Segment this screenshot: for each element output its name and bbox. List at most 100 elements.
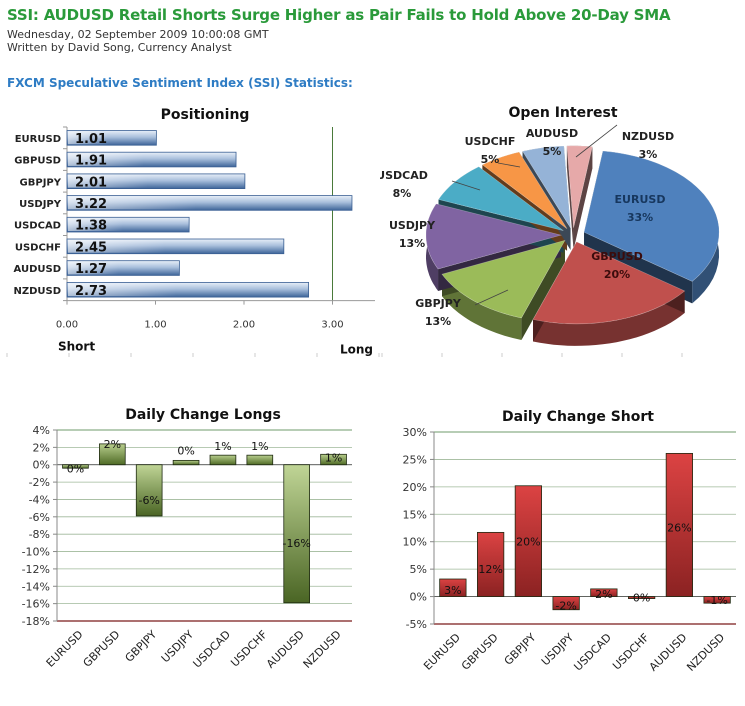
- y-tick-label: GBPUSD: [14, 156, 61, 167]
- bar-gbpjpy: [514, 485, 542, 597]
- bar-eurusd: [62, 464, 89, 469]
- pie-wall: [573, 146, 593, 250]
- x-label-short: Short: [58, 340, 95, 354]
- leader-line: [575, 124, 618, 158]
- data-label: -16%: [282, 537, 310, 550]
- bar-highlight: [68, 174, 149, 188]
- x-tick-label: AUDUSD: [647, 631, 690, 674]
- y-tick-label: 4%: [33, 424, 50, 437]
- pie-label-gbpusd: GBPUSD: [591, 250, 642, 263]
- data-label: 3%: [444, 584, 461, 597]
- y-tick-label: 25%: [403, 453, 427, 466]
- x-tick-label: 0.00: [56, 320, 78, 331]
- data-label: 1.01: [75, 132, 107, 147]
- y-tick-label: 30%: [403, 426, 427, 439]
- x-label-long: Long: [340, 343, 373, 357]
- pie-slice-usdchf: [481, 151, 568, 229]
- y-tick-label: 0%: [410, 591, 427, 604]
- x-tick-label: 3.00: [321, 320, 343, 331]
- section-title: FXCM Speculative Sentiment Index (SSI) S…: [7, 76, 353, 90]
- pie-slice-eurusd: [583, 150, 720, 282]
- pie-value-usdcad: 8%: [393, 187, 412, 200]
- pie-slice-nzdusd: [566, 145, 593, 228]
- pie-label-eurusd: EURUSD: [615, 193, 666, 206]
- bar-highlight: [68, 196, 197, 210]
- x-tick-label: 1.00: [144, 320, 166, 331]
- pie-value-eurusd: 33%: [627, 211, 653, 224]
- x-tick-label: USDJPY: [539, 631, 577, 669]
- article-date: Wednesday, 02 September 2009 10:00:08 GM…: [7, 28, 269, 41]
- open-interest-chart: Open Interest EURUSD 33% GBPUSD 20% GBPJPY 13…: [380, 105, 720, 357]
- bar-usdcad: [590, 588, 618, 597]
- y-tick-label: -8%: [29, 528, 50, 541]
- pie-slice-audusd: [522, 145, 571, 229]
- x-tick-label: GBPJPY: [122, 628, 159, 665]
- positioning-title: Positioning: [161, 107, 250, 123]
- y-tick-label: EURUSD: [15, 134, 61, 145]
- data-label: 1%: [325, 451, 342, 464]
- bar-usdchf: [628, 596, 656, 599]
- pie-value-usdchf: 5%: [481, 153, 500, 166]
- data-label: 2.73: [75, 284, 107, 299]
- positioning-chart: Positioning 0.00 1.00 2.00 3.00 EURUSD 1.01 GB…: [6, 107, 380, 357]
- bar-highlight: [68, 131, 109, 145]
- bar-gbpusd: [99, 443, 126, 466]
- data-label: 2.45: [75, 240, 107, 255]
- x-tick-label: NZDUSD: [684, 631, 727, 674]
- daily-change-longs-title: Daily Change Longs: [125, 407, 281, 423]
- x-tick-label: USDCAD: [571, 631, 614, 674]
- pie-slice-gbpjpy: [441, 239, 566, 319]
- pie-value-usdjpy: 13%: [399, 237, 425, 250]
- y-tick-label: -14%: [22, 580, 50, 593]
- bar-highlight: [68, 261, 119, 275]
- x-tick-label: GBPUSD: [459, 631, 501, 673]
- x-tick-label: EURUSD: [44, 628, 86, 670]
- data-label: 1.91: [75, 154, 107, 169]
- y-tick-label: AUDUSD: [14, 264, 61, 275]
- bar-usdcad: [209, 454, 237, 466]
- article-byline: Written by David Song, Currency Analyst: [7, 41, 232, 54]
- x-tick-label: 2.00: [233, 320, 255, 331]
- y-tick-label: USDCHF: [15, 242, 61, 253]
- y-tick-label: USDJPY: [19, 199, 62, 210]
- data-label: 1.27: [75, 262, 107, 277]
- x-tick-label: USDCAD: [190, 628, 233, 671]
- data-label: 2%: [595, 588, 612, 601]
- y-tick-label: 0%: [33, 459, 50, 472]
- data-label: 20%: [516, 536, 540, 549]
- daily-change-short-title: Daily Change Short: [502, 409, 654, 425]
- data-label: 2.01: [75, 175, 107, 190]
- y-tick-label: -6%: [29, 511, 50, 524]
- pie-wall: [566, 145, 574, 250]
- y-tick-label: -16%: [22, 598, 50, 611]
- bar-highlight: [68, 218, 123, 231]
- pie-label-audusd: AUDUSD: [526, 127, 578, 140]
- data-label: 0%: [67, 463, 84, 476]
- y-tick-label: NZDUSD: [13, 286, 61, 297]
- open-interest-title: Open Interest: [508, 105, 617, 121]
- data-label: 1%: [251, 440, 268, 453]
- y-tick-label: 2%: [33, 441, 50, 454]
- x-tick-label: NZDUSD: [301, 628, 344, 671]
- bar-eurusd: [439, 578, 467, 597]
- y-tick-label: 10%: [403, 536, 427, 549]
- x-tick-label: USDCHF: [610, 631, 652, 673]
- y-tick-label: GBPJPY: [20, 177, 62, 188]
- pie-label-nzdusd: NZDUSD: [622, 130, 674, 143]
- data-label: 3.22: [75, 197, 107, 212]
- y-tick-label: -10%: [22, 546, 50, 559]
- pie-slice-usdcad: [438, 166, 564, 231]
- y-tick-label: 5%: [410, 563, 427, 576]
- pie-side-gbpusd: [533, 291, 685, 346]
- pie-label-gbpjpy: GBPJPY: [415, 297, 462, 310]
- pie-value-nzdusd: 3%: [639, 148, 658, 161]
- x-tick-label: AUDUSD: [264, 628, 307, 671]
- bar-usdjpy: [172, 459, 200, 466]
- bar-usdchf: [246, 454, 274, 466]
- pie-slice-gbpusd: [532, 241, 686, 325]
- x-tick-label: GBPUSD: [81, 628, 123, 670]
- y-tick-label: -12%: [22, 563, 50, 576]
- y-tick-label: -4%: [29, 493, 50, 506]
- data-label: -1%: [706, 594, 727, 607]
- pie-slice-usdjpy: [425, 203, 563, 270]
